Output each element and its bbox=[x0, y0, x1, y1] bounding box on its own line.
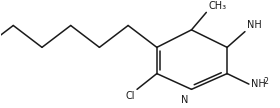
Text: N: N bbox=[181, 95, 188, 105]
Text: NH: NH bbox=[247, 20, 262, 30]
Text: 2: 2 bbox=[264, 77, 269, 86]
Text: Cl: Cl bbox=[125, 91, 135, 101]
Text: NH: NH bbox=[251, 79, 266, 89]
Text: CH₃: CH₃ bbox=[208, 2, 227, 11]
